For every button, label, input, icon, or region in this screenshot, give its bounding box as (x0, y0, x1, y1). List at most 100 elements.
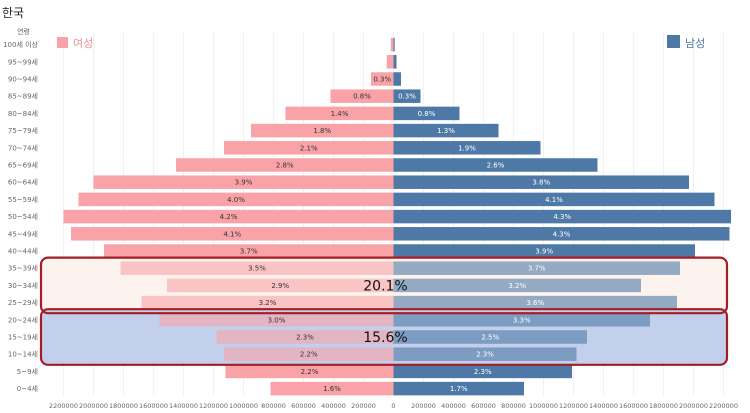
female-pct-label: 2.1% (300, 144, 318, 152)
male-bar (393, 106, 460, 121)
x-tick-label: 1400000 (169, 402, 198, 410)
female-pct-label: 2.9% (271, 282, 289, 290)
x-tick-label: 1600000 (619, 402, 648, 410)
age-label: 5~9세 (17, 367, 38, 376)
age-label: 60~64세 (8, 178, 38, 187)
x-tick-label: 800000 (501, 402, 526, 410)
female-pct-label: 2.2% (301, 368, 319, 376)
x-tick-label: 400000 (441, 402, 466, 410)
male-pct-label: 2.6% (487, 162, 505, 170)
male-pct-label: 0.3% (398, 93, 416, 101)
legend-swatch-male (667, 35, 680, 48)
female-pct-label: 2.2% (300, 351, 318, 359)
male-bar (393, 37, 395, 52)
female-bar (224, 347, 394, 361)
female-pct-label: 3.5% (248, 265, 266, 273)
female-bar (120, 261, 394, 275)
female-bar (224, 141, 394, 155)
female-bar (78, 192, 394, 207)
x-tick-label: 200000 (411, 402, 436, 410)
male-pct-label: 4.3% (553, 230, 571, 238)
female-pct-label: 1.8% (313, 127, 331, 135)
legend: 여성 남성 (57, 35, 705, 50)
age-label: 15~19세 (8, 333, 38, 342)
male-pct-label: 2.3% (474, 368, 492, 376)
male-bar (393, 227, 730, 241)
age-label: 50~54세 (8, 212, 38, 221)
male-pct-label: 1.7% (450, 385, 468, 393)
female-bar (216, 330, 394, 344)
female-bar (285, 106, 394, 121)
male-bar (393, 295, 677, 310)
female-bar (251, 123, 394, 138)
x-tick-label: 600000 (471, 402, 496, 410)
female-bar (176, 158, 394, 172)
age-label: 40~44세 (8, 247, 38, 256)
highlight-label: 20.1% (363, 278, 407, 294)
female-pct-label: 1.6% (323, 385, 341, 393)
age-label: 35~39세 (8, 264, 38, 273)
highlight-border (39, 308, 729, 366)
female-pct-label: 2.8% (276, 162, 294, 170)
male-bar (393, 175, 689, 189)
x-tick-label: 1000000 (529, 402, 558, 410)
x-tick-label: 600000 (291, 402, 316, 410)
male-bar (393, 313, 650, 327)
age-label: 0~4세 (17, 384, 38, 393)
male-bar (393, 330, 587, 344)
male-bar (393, 123, 499, 138)
x-tick-label: 800000 (261, 402, 286, 410)
x-tick-label: 2000000 (679, 402, 708, 410)
age-label: 90~94세 (8, 75, 38, 84)
x-tick-label: 1800000 (109, 402, 138, 410)
legend-label-female: 여성 (73, 37, 93, 50)
age-label: 95~99세 (8, 57, 38, 66)
female-bar (141, 295, 394, 310)
female-bar (159, 313, 394, 327)
age-label: 85~89세 (8, 92, 38, 101)
male-bar (393, 192, 715, 207)
male-bar (393, 141, 541, 155)
female-pct-label: 3.7% (240, 248, 258, 256)
female-pct-label: 3.9% (235, 179, 253, 187)
bars: 0.3% 0.8% 0.3% 1.4% 0.8% 1.8% 1.3% 2.1% 1.9% 2.8%… (63, 37, 731, 396)
highlight-labels: 20.1% 15.6% (39, 256, 729, 366)
male-bar (393, 89, 421, 103)
female-bar (104, 244, 394, 258)
x-tick-label: 2000000 (79, 402, 108, 410)
x-tick-label: 2200000 (49, 402, 78, 410)
male-bar (393, 72, 401, 86)
female-pct-label: 3.2% (259, 299, 277, 307)
legend-label-male: 남성 (685, 37, 705, 50)
male-bar (393, 244, 695, 258)
female-pct-label: 2.3% (296, 334, 314, 342)
male-pct-label: 3.7% (528, 265, 546, 273)
highlight-border (39, 256, 729, 315)
x-tick-labels: 2200000 2000000 1800000 1600000 1400000 12000… (49, 402, 738, 410)
male-bar (393, 55, 397, 69)
x-tick-label: 1400000 (589, 402, 618, 410)
female-bar (63, 209, 394, 224)
x-tick-label: 200000 (351, 402, 376, 410)
age-labels: 100세 이상 95~99세 90~94세 85~89세 80~84세 75~79세 70~… (3, 40, 38, 393)
x-tick-label: 1600000 (139, 402, 168, 410)
male-bar (393, 209, 731, 224)
age-label: 10~14세 (8, 350, 38, 359)
male-pct-label: 3.9% (535, 248, 553, 256)
male-bar (393, 261, 680, 275)
male-pct-label: 4.3% (553, 213, 571, 221)
age-label: 45~49세 (8, 229, 38, 238)
female-pct-label: 4.1% (223, 230, 241, 238)
x-tick-label: 1200000 (199, 402, 228, 410)
female-bar (167, 278, 394, 293)
x-tick-label: 1000000 (229, 402, 258, 410)
male-pct-label: 4.1% (545, 196, 563, 204)
chart-title: 한국 (2, 6, 24, 20)
female-bar (225, 364, 394, 379)
male-pct-label: 3.6% (526, 299, 544, 307)
highlight-label: 15.6% (363, 330, 407, 346)
age-label: 70~74세 (8, 143, 38, 152)
female-pct-label: 4.0% (227, 196, 245, 204)
age-label: 25~29세 (8, 298, 38, 307)
